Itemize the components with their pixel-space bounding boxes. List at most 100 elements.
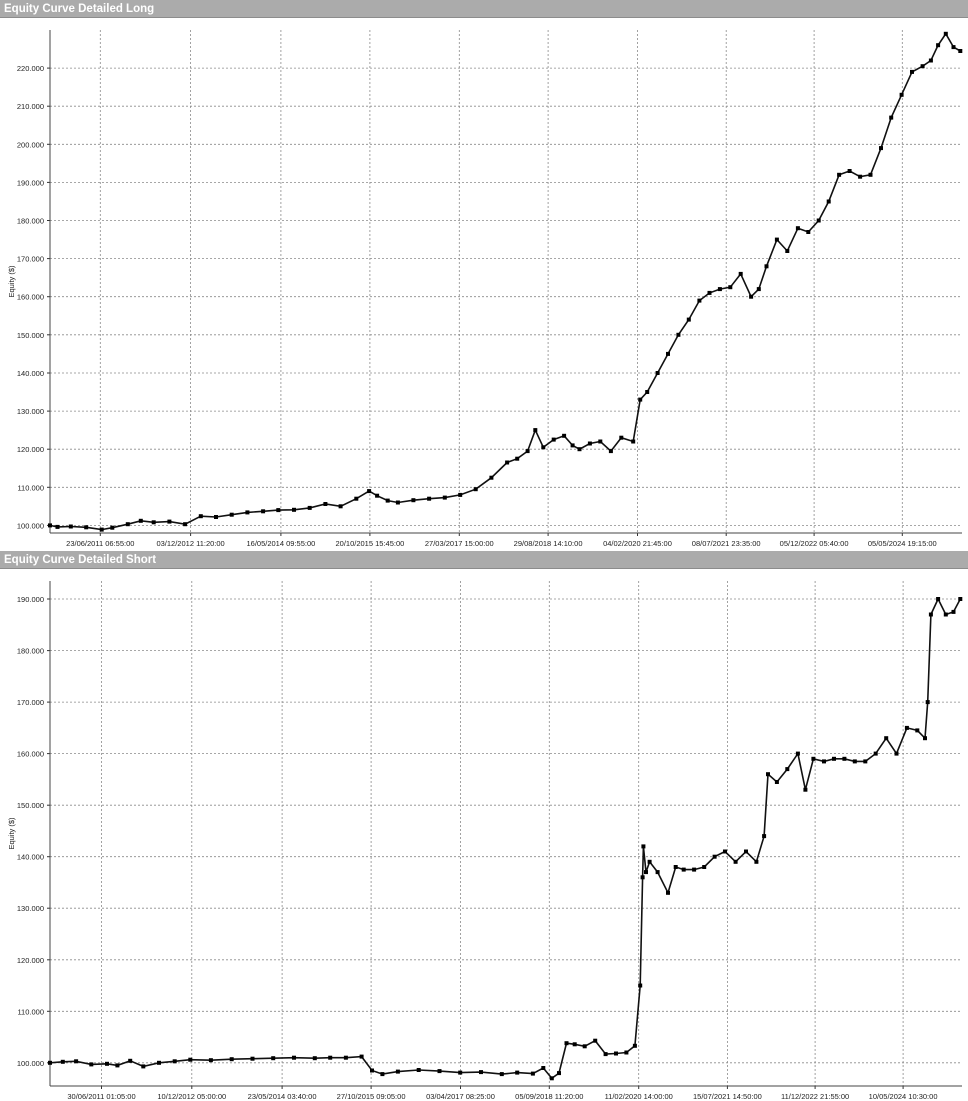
equity-point (105, 1061, 109, 1066)
equity-point (915, 728, 920, 733)
equity-point (89, 1062, 94, 1067)
equity-point (385, 498, 390, 503)
x-tick-label: 27/03/2017 15:00:00 (425, 539, 494, 548)
equity-point (958, 49, 963, 53)
equity-point (842, 756, 847, 761)
equity-point (889, 115, 894, 120)
equity-point (479, 1070, 483, 1075)
equity-point (380, 1072, 385, 1077)
equity-point (343, 1055, 348, 1060)
y-tick-label: 100.000 (17, 521, 44, 530)
equity-point (655, 870, 660, 875)
equity-point (505, 460, 510, 465)
long-equity-chart: 100.000 110.000 120.000 130.000 140.000 150.0… (7, 30, 963, 548)
y-tick-label: 140.000 (17, 853, 44, 862)
equity-point (541, 1066, 546, 1070)
equity-point (803, 787, 808, 792)
equity-point (632, 1043, 637, 1048)
equity-point (873, 751, 878, 756)
x-tick-label: 04/02/2020 21:45:00 (603, 539, 672, 548)
equity-point (570, 443, 575, 448)
equity-point (951, 609, 956, 614)
y-tick-label: 130.000 (17, 904, 44, 913)
equity-point (292, 507, 296, 512)
y-tick-label: 110.000 (17, 483, 44, 492)
equity-point (762, 834, 767, 839)
y-tick-label: 170.000 (17, 698, 44, 707)
equity-point (375, 493, 380, 498)
long-equity-panel: Equity Curve Detailed Long 100.000 110.00… (0, 0, 968, 549)
y-tick-label: 100.000 (17, 1059, 44, 1068)
equity-point (766, 772, 770, 777)
equity-point (411, 498, 416, 503)
equity-point (756, 287, 761, 292)
equity-point (549, 1076, 554, 1081)
equity-point (68, 524, 73, 529)
equity-point (229, 512, 234, 517)
x-tick-label: 03/12/2012 11:20:00 (156, 539, 224, 548)
equity-point (338, 504, 343, 509)
equity-point (229, 1057, 234, 1062)
equity-point (624, 1050, 629, 1055)
equity-point (84, 525, 89, 530)
equity-point (723, 849, 727, 854)
equity-point (533, 428, 538, 433)
equity-point (416, 1068, 421, 1072)
equity-point (631, 439, 636, 444)
x-tick-label: 23/05/2014 03:40:00 (248, 1092, 317, 1101)
equity-point (562, 433, 567, 438)
x-tick-label: 29/08/2018 14:10:00 (514, 539, 583, 548)
equity-point (515, 456, 520, 461)
equity-point (884, 736, 889, 741)
y-tick-label: 150.000 (17, 331, 44, 340)
x-tick-label: 10/05/2024 10:30:00 (869, 1092, 938, 1101)
equity-point (458, 492, 463, 497)
equity-point (473, 487, 478, 492)
equity-point (923, 736, 927, 741)
equity-point (673, 865, 678, 869)
equity-point (125, 522, 130, 527)
x-tick-label: 05/12/2022 05:40:00 (780, 539, 849, 548)
equity-point (515, 1070, 520, 1075)
x-tick-label: 27/10/2015 09:05:00 (337, 1092, 406, 1101)
x-tick-label: 03/04/2017 08:25:00 (426, 1092, 495, 1101)
equity-point (868, 172, 873, 177)
equity-point (74, 1059, 79, 1064)
y-tick-label: 220.000 (17, 64, 44, 73)
equity-point (879, 146, 883, 151)
equity-point (644, 870, 648, 875)
equity-point (925, 700, 930, 705)
equity-point (951, 45, 956, 50)
equity-point (785, 767, 790, 772)
equity-point (172, 1059, 177, 1064)
y-tick-label: 150.000 (17, 801, 44, 810)
y-tick-label: 120.000 (17, 445, 44, 454)
equity-point (115, 1063, 120, 1068)
equity-point (744, 849, 748, 854)
equity-point (910, 69, 914, 74)
equity-point (697, 298, 702, 303)
equity-point (198, 514, 203, 519)
equity-point (764, 264, 769, 269)
y-tick-label: 130.000 (17, 407, 44, 416)
equity-point (138, 518, 143, 523)
equity-point (328, 1055, 333, 1060)
y-tick-label: 160.000 (17, 293, 44, 302)
equity-point (167, 519, 172, 524)
equity-point (928, 612, 933, 617)
equity-point (245, 510, 250, 515)
long-chart-title: Equity Curve Detailed Long (0, 0, 968, 18)
equity-point (641, 844, 646, 849)
equity-point (557, 1071, 561, 1076)
equity-point (712, 854, 717, 859)
equity-point (157, 1060, 161, 1065)
y-tick-label: 170.000 (17, 255, 44, 264)
x-tick-label: 11/02/2020 14:00:00 (605, 1092, 673, 1101)
equity-point (785, 249, 790, 253)
x-tick-label: 16/05/2014 09:55:00 (246, 539, 315, 548)
equity-point (943, 612, 948, 617)
equity-point (367, 489, 372, 494)
equity-point (250, 1056, 255, 1061)
equity-point (795, 226, 800, 231)
y-axis-label: Equity ($) (7, 817, 16, 850)
